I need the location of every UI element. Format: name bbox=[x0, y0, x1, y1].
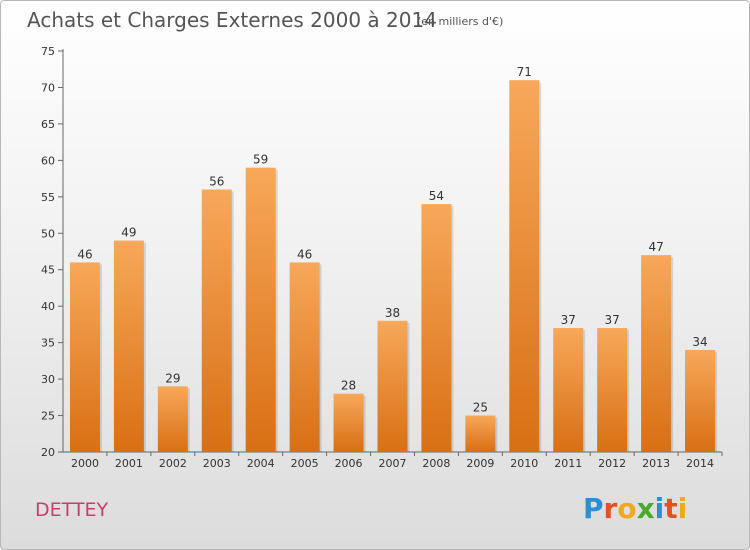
bar bbox=[465, 415, 496, 452]
chart-subtitle: (en milliers d'€) bbox=[417, 15, 503, 28]
data-label: 71 bbox=[517, 65, 532, 79]
data-label: 37 bbox=[605, 313, 620, 327]
commune-name: DETTEY bbox=[35, 499, 109, 521]
x-tick-label: 2008 bbox=[422, 457, 450, 470]
data-label: 54 bbox=[429, 189, 444, 203]
data-label: 47 bbox=[648, 240, 663, 254]
data-label: 37 bbox=[561, 313, 576, 327]
y-tick-label: 60 bbox=[41, 154, 55, 167]
data-label: 29 bbox=[165, 371, 180, 385]
logo-letter: i bbox=[655, 492, 665, 525]
data-label: 25 bbox=[473, 401, 488, 415]
x-tick-label: 2007 bbox=[379, 457, 407, 470]
bar bbox=[685, 349, 716, 452]
bar bbox=[333, 393, 364, 452]
logo-letter: i bbox=[678, 492, 688, 525]
x-tick-label: 2012 bbox=[598, 457, 626, 470]
data-label: 49 bbox=[121, 226, 136, 240]
y-tick-label: 45 bbox=[41, 264, 55, 277]
x-tick-label: 2002 bbox=[159, 457, 187, 470]
bar bbox=[509, 80, 540, 452]
plot-area: 20 25 30 35 40 45 50 55 60 65 70 75 46 2000 49 2001 29 20… bbox=[41, 45, 723, 470]
bar bbox=[289, 262, 320, 452]
bar bbox=[245, 167, 276, 452]
y-tick-label: 55 bbox=[41, 191, 55, 204]
x-tick-label: 2011 bbox=[554, 457, 582, 470]
logo-letter: o bbox=[617, 492, 636, 525]
y-tick-label: 25 bbox=[41, 410, 55, 423]
data-label: 34 bbox=[692, 335, 707, 349]
bar bbox=[201, 189, 232, 452]
y-tick-label: 65 bbox=[41, 118, 55, 131]
data-label: 46 bbox=[77, 247, 92, 261]
y-tick-label: 35 bbox=[41, 337, 55, 350]
logo-letter: t bbox=[664, 492, 677, 525]
logo-letter: P bbox=[583, 492, 604, 525]
y-tick-label: 75 bbox=[41, 45, 55, 58]
x-tick-label: 2010 bbox=[510, 457, 538, 470]
bar bbox=[641, 255, 672, 452]
logo-letter: x bbox=[637, 492, 655, 525]
bar bbox=[377, 320, 408, 452]
x-tick-label: 2006 bbox=[335, 457, 363, 470]
x-tick-label: 2005 bbox=[291, 457, 319, 470]
y-tick-label: 20 bbox=[41, 446, 55, 459]
data-label: 28 bbox=[341, 379, 356, 393]
y-tick-label: 70 bbox=[41, 81, 55, 94]
data-label: 38 bbox=[385, 306, 400, 320]
data-label: 46 bbox=[297, 247, 312, 261]
bar bbox=[597, 328, 628, 452]
chart-title: Achats et Charges Externes 2000 à 2014 bbox=[27, 8, 437, 32]
proxiti-logo: Proxiti bbox=[583, 492, 687, 525]
y-tick-label: 30 bbox=[41, 373, 55, 386]
x-tick-label: 2003 bbox=[203, 457, 231, 470]
x-tick-label: 2014 bbox=[686, 457, 714, 470]
x-tick-label: 2001 bbox=[115, 457, 143, 470]
bar bbox=[69, 262, 100, 452]
x-tick-label: 2000 bbox=[71, 457, 99, 470]
bar bbox=[113, 240, 144, 452]
y-tick-label: 50 bbox=[41, 227, 55, 240]
data-label: 56 bbox=[209, 175, 224, 189]
logo-letter: r bbox=[604, 492, 618, 525]
x-tick-label: 2009 bbox=[466, 457, 494, 470]
data-label: 59 bbox=[253, 153, 268, 167]
y-tick-label: 40 bbox=[41, 300, 55, 313]
bar bbox=[553, 328, 584, 452]
bar bbox=[157, 386, 188, 452]
x-tick-label: 2004 bbox=[247, 457, 275, 470]
x-tick-label: 2013 bbox=[642, 457, 670, 470]
bar bbox=[421, 204, 452, 452]
